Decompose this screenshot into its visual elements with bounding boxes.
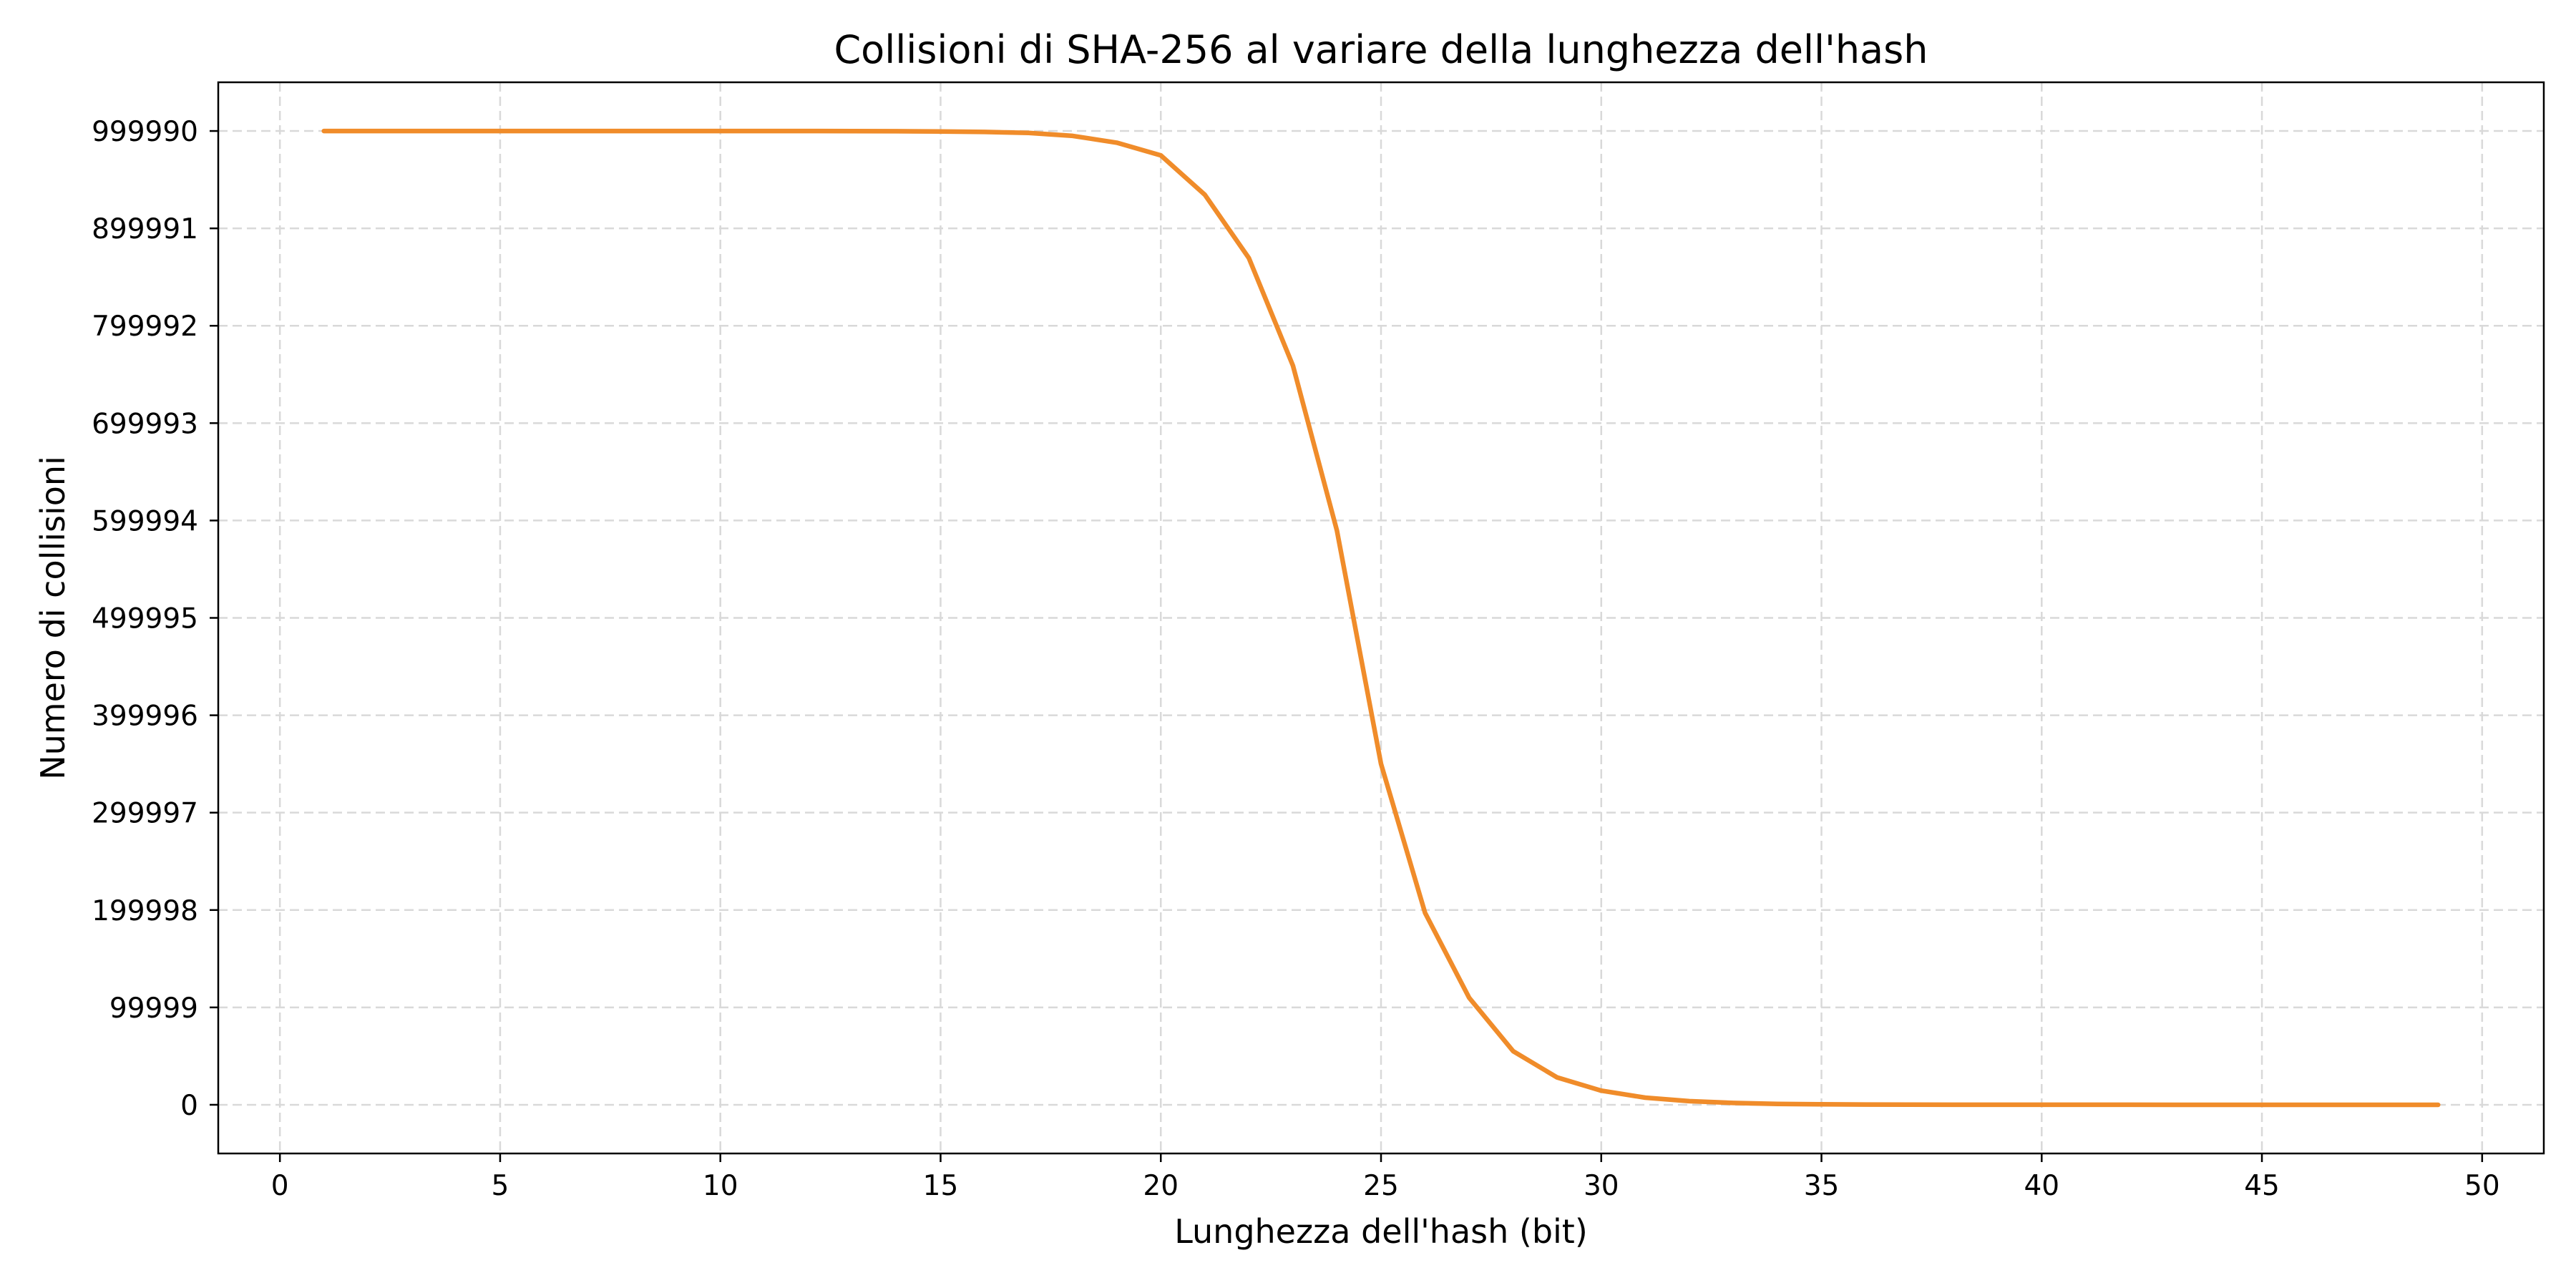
y-tick-label: 299997: [92, 798, 198, 830]
y-tick-label: 999990: [92, 116, 198, 148]
x-tick-label: 10: [703, 1170, 738, 1202]
x-tick-label: 30: [1584, 1170, 1619, 1202]
y-tick-label: 899991: [92, 213, 198, 245]
x-tick-label: 0: [271, 1170, 289, 1202]
y-tick-label: 399996: [92, 701, 198, 733]
y-tick-label: 0: [180, 1090, 198, 1122]
tick-layer: 0 5 10 15 20 25 30 35 40 45 50 0 99999 199998 299997 39…: [92, 116, 2500, 1202]
y-tick-label: 699993: [92, 408, 198, 440]
y-tick-label: 499995: [92, 603, 198, 635]
y-axis-label: Numero di collisioni: [34, 456, 72, 780]
series-line-collisions: [321, 128, 2441, 1108]
x-tick-label: 15: [923, 1170, 959, 1202]
y-tick-label: 199998: [92, 895, 198, 927]
y-tick-label: 599994: [92, 505, 198, 537]
x-tick-label: 25: [1363, 1170, 1399, 1202]
x-tick-label: 50: [2464, 1170, 2500, 1202]
x-tick-label: 45: [2244, 1170, 2280, 1202]
x-tick-label: 5: [492, 1170, 509, 1202]
y-tick-label: 99999: [109, 992, 198, 1025]
grid-layer: [218, 82, 2544, 1153]
x-tick-label: 20: [1143, 1170, 1179, 1202]
x-tick-label: 35: [1804, 1170, 1840, 1202]
x-tick-label: 40: [2024, 1170, 2059, 1202]
chart-title: Collisioni di SHA-256 al variare della l…: [834, 27, 1928, 72]
y-tick-label: 799992: [92, 311, 198, 343]
x-axis-label: Lunghezza dell'hash (bit): [1174, 1212, 1588, 1251]
